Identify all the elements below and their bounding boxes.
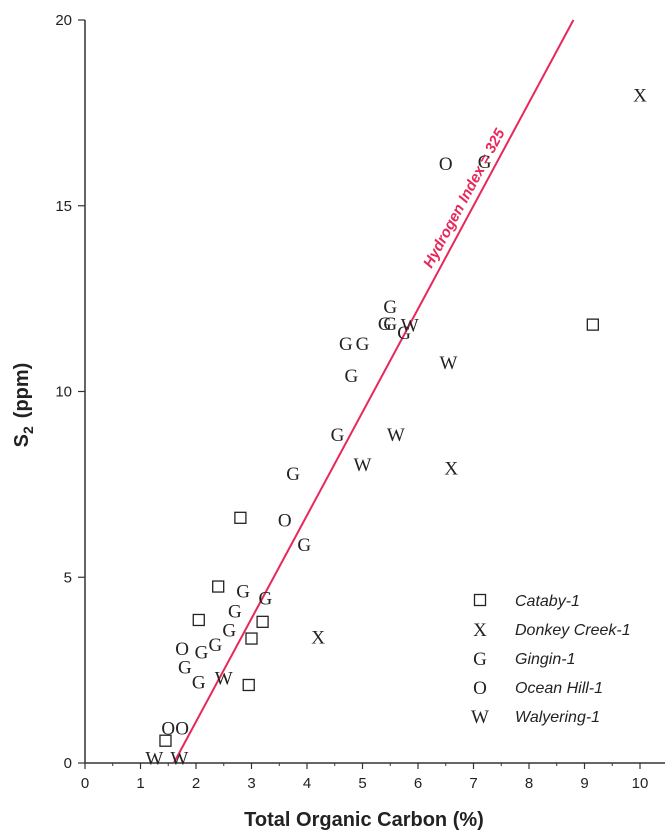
hydrogen-index-line-layer: Hydrogen Index = 325 — [172, 19, 575, 764]
point-gingin-1: G — [383, 314, 397, 335]
legend-label-ocean-hill-1: Ocean Hill-1 — [515, 680, 603, 697]
y-tick-label: 0 — [64, 755, 72, 772]
point-donkey-creek-1: X — [311, 628, 325, 649]
point-gingin-1: G — [192, 672, 206, 693]
point-gingin-1: G — [195, 643, 209, 664]
point-gingin-1: G — [478, 152, 492, 173]
point-ocean-hill-1: O — [439, 154, 453, 175]
y-axis-title: S2 (ppm) — [11, 363, 36, 448]
point-gingin-1: G — [378, 314, 392, 335]
point-gingin-1: G — [228, 602, 242, 623]
point-gingin-1: G — [331, 425, 345, 446]
legend-label-donkey-creek-1: Donkey Creek-1 — [515, 622, 631, 639]
point-cataby-1 — [234, 511, 247, 524]
point-walyering-1: W — [145, 748, 163, 769]
y-tick-label: 15 — [55, 198, 72, 215]
legend-label-gingin-1: Gingin-1 — [515, 651, 575, 668]
x-tick-label: 4 — [303, 775, 311, 792]
x-axis-title: Total Organic Carbon (%) — [244, 809, 484, 831]
y-tick-label: 10 — [55, 384, 72, 401]
point-cataby-1 — [256, 615, 269, 628]
point-ocean-hill-1: O — [161, 719, 175, 740]
point-cataby-1 — [192, 613, 205, 627]
point-walyering-1: W — [215, 669, 233, 690]
x-tick-label: 8 — [525, 775, 533, 792]
x-tick-label: 0 — [81, 775, 89, 792]
x-tick-label: 5 — [358, 775, 366, 792]
x-tick-label: 9 — [580, 775, 588, 792]
legend-marker-gingin-1: G — [473, 649, 487, 670]
point-gingin-1: G — [339, 334, 353, 355]
point-gingin-1: G — [286, 464, 300, 485]
legend-marker-walyering-1: W — [471, 707, 489, 728]
y-tick-label: 5 — [64, 569, 72, 586]
point-ocean-hill-1: O — [175, 719, 189, 740]
point-walyering-1: W — [440, 353, 458, 374]
legend-label-walyering-1: Walyering-1 — [515, 709, 600, 726]
point-gingin-1: G — [297, 535, 311, 556]
point-gingin-1: G — [236, 581, 250, 602]
point-walyering-1: W — [170, 748, 188, 769]
point-cataby-1 — [212, 580, 225, 593]
point-ocean-hill-1: O — [278, 511, 292, 532]
point-cataby-1 — [242, 678, 255, 692]
y-axis-title-subscript: 2 — [20, 426, 36, 434]
legend: Cataby-1 X Donkey Creek-1 G Gingin-1 O Ocean H… — [471, 593, 631, 728]
point-ocean-hill-1: O — [175, 639, 189, 660]
y-tick-label: 20 — [55, 12, 72, 29]
point-donkey-creek-1: X — [633, 85, 647, 106]
y-axis-title-main: S — [11, 434, 33, 447]
svg-text:S2(ppm): S2 (ppm) — [11, 363, 36, 448]
point-gingin-1: G — [222, 620, 236, 641]
legend-label-cataby-1: Cataby-1 — [515, 593, 580, 610]
x-tick-label: 1 — [136, 775, 144, 792]
x-tick-label: 7 — [469, 775, 477, 792]
legend-marker-cataby-1 — [473, 593, 487, 607]
point-gingin-1: G — [356, 334, 370, 355]
point-gingin-1: G — [259, 589, 273, 610]
x-tick-label: 3 — [247, 775, 255, 792]
point-walyering-1: W — [401, 316, 419, 337]
y-axis-title-unit: (ppm) — [11, 363, 33, 419]
legend-marker-donkey-creek-1: X — [473, 620, 487, 641]
hydrogen-index-line — [172, 19, 575, 764]
point-donkey-creek-1: X — [444, 459, 458, 480]
point-cataby-1 — [586, 318, 599, 331]
hydrogen-index-label: Hydrogen Index = 325 — [420, 125, 509, 271]
axes-layer: 0 1 2 3 4 5 6 7 8 9 10 0 5 10 15 20 — [55, 12, 665, 792]
point-gingin-1: G — [397, 323, 411, 344]
x-tick-label: 2 — [192, 775, 200, 792]
legend-marker-ocean-hill-1: O — [473, 678, 487, 699]
point-gingin-1: G — [345, 366, 359, 387]
point-gingin-1: G — [178, 657, 192, 678]
point-walyering-1: W — [387, 425, 405, 446]
x-tick-label: 10 — [632, 775, 649, 792]
point-walyering-1: W — [354, 455, 372, 476]
x-tick-label: 6 — [414, 775, 422, 792]
point-gingin-1: G — [383, 297, 397, 318]
point-cataby-1 — [159, 734, 172, 747]
point-cataby-1 — [245, 632, 258, 645]
point-gingin-1: G — [209, 635, 223, 656]
